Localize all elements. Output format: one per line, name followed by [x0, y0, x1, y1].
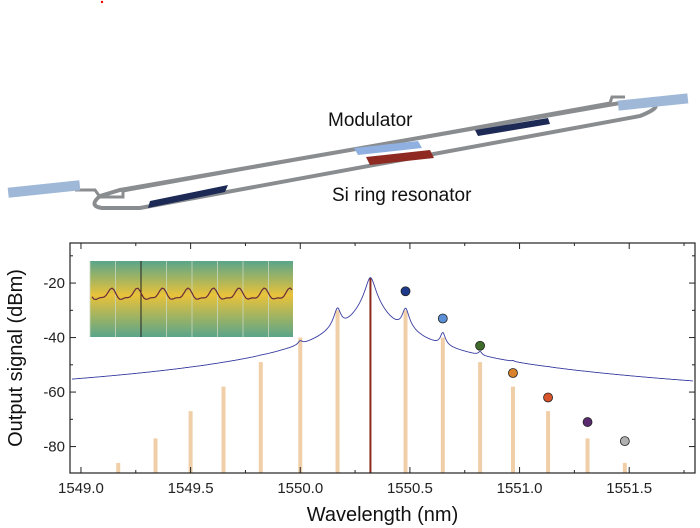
- comb-marker: [619, 436, 630, 447]
- x-tick-label: 1549.5: [168, 480, 214, 497]
- measured-spectrum: [71, 277, 693, 382]
- plot-frame: [69, 242, 696, 474]
- simulated-line: [335, 310, 340, 473]
- x-tick-label: 1551.0: [497, 480, 543, 497]
- simulated-line: [116, 462, 121, 473]
- heater-left: [148, 185, 228, 208]
- coupler-left: [7, 180, 81, 198]
- y-tick-label: -20: [43, 275, 65, 292]
- inset-heatmap: [90, 261, 293, 337]
- comb-marker: [508, 368, 518, 378]
- pump-line: [369, 277, 372, 473]
- simulated-line: [221, 386, 226, 473]
- y-tick-label: -60: [43, 384, 65, 401]
- comb-marker: [543, 392, 553, 403]
- simulated-line: [510, 386, 515, 473]
- ring-resonator-label: Si ring resonator: [332, 185, 472, 206]
- x-tick-label: 1551.5: [606, 480, 652, 497]
- simulated-line: [153, 438, 158, 473]
- y-tick-label: -40: [43, 330, 65, 347]
- simulated-line: [403, 310, 408, 473]
- simulated-line: [585, 438, 590, 473]
- ring-waveguide: [92, 101, 658, 210]
- simulated-line: [478, 362, 483, 473]
- comb-marker: [582, 417, 593, 427]
- simulated-line: [440, 337, 445, 473]
- x-tick-label: 1549.0: [58, 480, 104, 497]
- simulated-line: [298, 337, 303, 473]
- y-tick-label: -80: [43, 439, 65, 456]
- bus-waveguide: [75, 95, 625, 199]
- x-tick-label: 1550.0: [277, 480, 323, 497]
- simulated-line: [546, 411, 551, 473]
- modulator-label: Modulator: [328, 110, 413, 131]
- y-axis-label: Output signal (dBm): [5, 269, 27, 447]
- comb-marker: [475, 340, 485, 351]
- simulated-line: [258, 362, 263, 473]
- modulator-top: [354, 141, 422, 155]
- simulated-line: [622, 462, 627, 473]
- inset-trace: [91, 287, 293, 301]
- heater-right: [475, 118, 550, 136]
- modulator-bottom: [366, 150, 434, 165]
- spectrum-plot: 1549.0 1549.5 1550.0 1550.5 1551.0 1551.5 -20 -…: [5, 242, 696, 526]
- coupler-right: [617, 93, 689, 111]
- simulated-line: [188, 411, 193, 473]
- red-dot: [100, 0, 104, 4]
- x-tick-label: 1550.5: [387, 480, 433, 497]
- x-axis-label: Wavelength (nm): [307, 504, 459, 526]
- ring-resonator-diagram: [7, 93, 689, 210]
- comb-marker: [400, 286, 411, 297]
- comb-marker: [437, 313, 448, 324]
